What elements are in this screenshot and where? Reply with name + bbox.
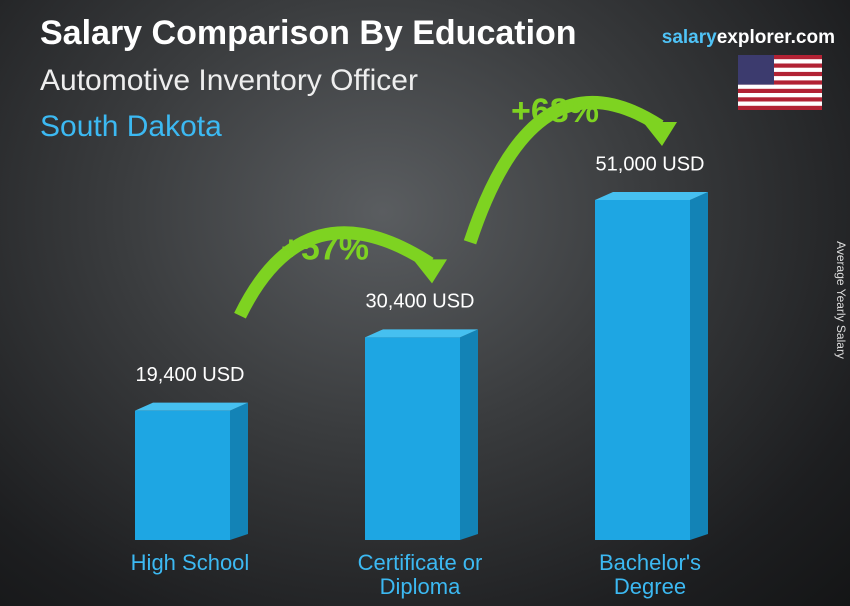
location: South Dakota: [40, 110, 222, 143]
annotation: +57%: [281, 229, 369, 267]
annotation-arrow: [463, 95, 664, 245]
brand: salaryexplorer.com: [662, 27, 835, 48]
subtitle: Automotive Inventory Officer: [40, 64, 418, 97]
x-tick-label: High School: [130, 550, 250, 575]
bar-side: [690, 192, 708, 540]
bar: [365, 329, 478, 540]
annotation-arrow: [234, 226, 434, 319]
y-axis-label: Average Yearly Salary: [834, 241, 848, 359]
bar-front: [595, 200, 690, 540]
bar: [135, 402, 248, 540]
bar-side: [460, 329, 478, 540]
brand-name: salary: [662, 27, 717, 48]
brand-suffix: explorer.com: [717, 27, 835, 48]
flag: [738, 55, 822, 110]
chart-title: Salary Comparison By Education: [40, 14, 577, 52]
x-tick-label: Bachelor's Degree: [598, 550, 702, 599]
value-label: 51,000 USD: [596, 153, 705, 175]
bar-top: [365, 329, 478, 338]
value-label: 19,400 USD: [136, 364, 245, 386]
bar: [595, 192, 708, 540]
bar-side: [230, 402, 248, 540]
bar-top: [135, 402, 248, 411]
bar-front: [365, 337, 460, 540]
bar-front: [135, 410, 230, 540]
value-label: 30,400 USD: [366, 291, 475, 313]
x-tick-label: Certificate or Diploma: [357, 550, 483, 599]
annotation-arrowhead: [643, 122, 677, 146]
bar-top: [595, 192, 708, 200]
annotation: +68%: [511, 92, 599, 130]
annotation-arrowhead: [413, 259, 447, 284]
